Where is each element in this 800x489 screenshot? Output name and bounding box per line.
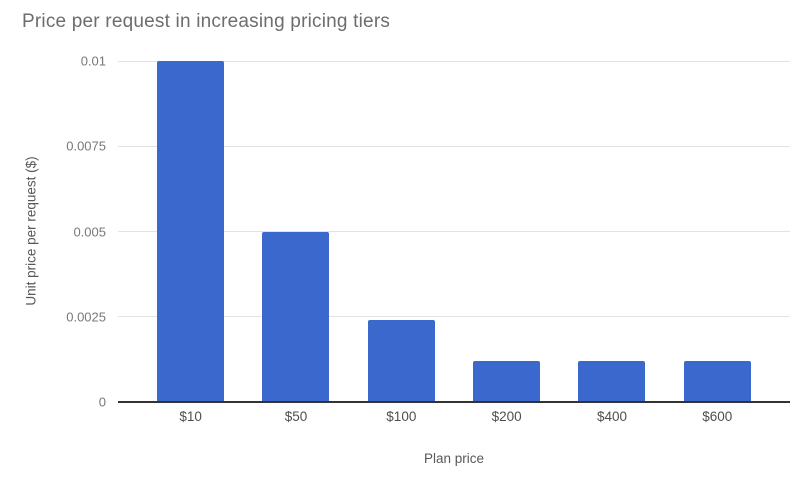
bar-$400 bbox=[578, 361, 646, 402]
bar-$600 bbox=[683, 361, 751, 402]
bar-$200 bbox=[473, 361, 541, 402]
bar-slot-$600 bbox=[665, 61, 770, 402]
y-tick-label: 0.01 bbox=[80, 53, 106, 69]
gridline-0.0075 bbox=[118, 145, 790, 147]
x-tick-label: $10 bbox=[179, 409, 202, 424]
gridline-0.005 bbox=[118, 231, 790, 232]
y-axis-tick-labels: 0 0.0025 0.005 0.0075 0.01 bbox=[0, 54, 106, 410]
chart-title: Price per request in increasing pricing … bbox=[22, 11, 391, 32]
x-tick-label: $100 bbox=[386, 409, 417, 424]
x-tick-label: $600 bbox=[702, 409, 733, 424]
bar-$10 bbox=[157, 61, 225, 402]
plot-area bbox=[118, 60, 790, 403]
x-axis-title: Plan price bbox=[423, 451, 485, 466]
y-tick-label: 0 bbox=[98, 394, 106, 410]
bar-slot-$50 bbox=[243, 61, 348, 402]
bar-slot-$10 bbox=[138, 61, 243, 402]
x-tick-label: $50 bbox=[284, 409, 308, 424]
gridline-0.01 bbox=[118, 60, 790, 62]
x-tick-label: $200 bbox=[491, 409, 522, 424]
y-tick-label: 0.005 bbox=[73, 224, 106, 239]
bar-$100 bbox=[367, 320, 435, 402]
bar-slot-$400 bbox=[559, 61, 664, 402]
y-tick-label: 0.0025 bbox=[66, 309, 106, 325]
bar-slot-$100 bbox=[349, 61, 454, 402]
bar-$50 bbox=[262, 231, 330, 402]
gridline-0.0025 bbox=[118, 316, 790, 318]
bar-series bbox=[118, 61, 790, 402]
x-axis-line bbox=[118, 400, 790, 403]
y-tick-label: 0.0075 bbox=[66, 138, 106, 154]
x-tick-label: $400 bbox=[596, 409, 627, 424]
bar-slot-$200 bbox=[454, 61, 559, 402]
x-axis-tick-labels: $10 $50 $100 $200 $400 $600 bbox=[118, 409, 790, 424]
